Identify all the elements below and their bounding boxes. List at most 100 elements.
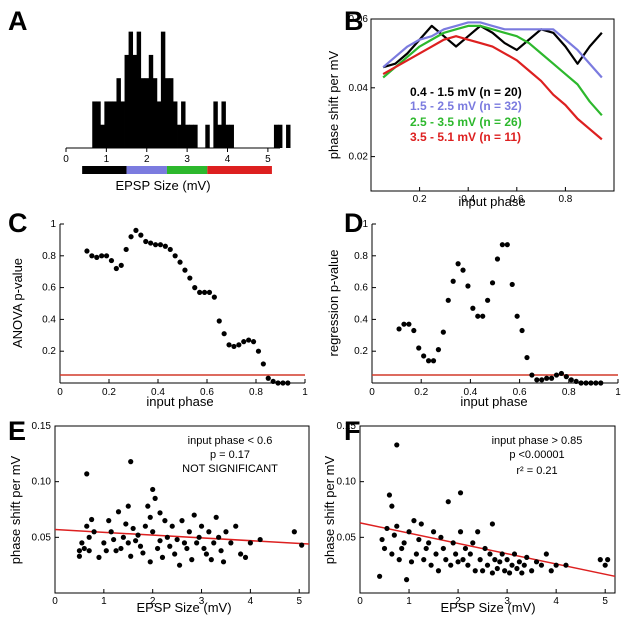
data-point [583,380,589,386]
x-tick-label: 1 [302,387,308,398]
data-point [76,553,83,559]
data-point [86,548,92,554]
data-point [416,536,422,543]
data-point [472,568,478,574]
data-point [241,339,247,345]
data-point [231,343,237,350]
data-point [445,499,451,505]
panel-e-fit-line [54,528,310,545]
data-point [208,557,214,563]
data-point [246,337,252,343]
panel-a: A 0 1 2 3 4 5 EPSP Size (mV) [8,6,291,193]
panel-d-y-label: regression p-value [326,250,341,357]
data-point [529,568,535,574]
panel-f-x-label: EPSP Size (mV) [440,600,535,615]
data-point [280,380,286,386]
panel-f-label: F [344,416,361,446]
data-point [411,518,417,524]
data-point [494,256,501,262]
data-point [489,521,496,527]
x-tick-label: 2 [455,596,461,607]
color-bar-segment [126,166,167,174]
data-point [509,562,515,568]
data-point [167,246,173,253]
data-point [479,568,486,574]
data-point [450,278,456,284]
x-tick-label: 5 [602,596,608,607]
data-point [182,267,188,273]
y-tick-label: 0.10 [32,477,52,488]
data-point [593,380,599,386]
data-point [125,540,131,546]
data-point [379,536,385,543]
data-point [138,232,144,238]
data-point [440,545,446,552]
data-point [226,342,232,348]
data-point [137,543,144,549]
data-point [450,540,456,546]
histogram-bar [120,101,125,148]
data-point [135,532,141,538]
data-point [470,540,476,546]
data-point [103,253,110,259]
histogram-bar [277,124,283,148]
histogram-bar [136,31,142,148]
data-point [189,557,195,563]
histogram-bar [225,124,230,148]
data-point [489,280,496,286]
data-point [433,551,439,557]
x-tick-label: 2 [150,596,156,607]
data-point [602,562,608,568]
histogram-bar [124,54,129,149]
legend-item-black: 0.4 - 1.5 mV (n = 20) [410,85,522,99]
panel-f-annotation-p: p <0.00001 [509,449,564,461]
data-point [150,486,156,493]
data-point [142,523,148,529]
histogram-bar [177,124,182,148]
data-point [115,509,122,515]
data-point [381,545,388,552]
x-tick-label: 0 [57,387,63,398]
data-point [460,557,466,563]
data-point [299,542,305,548]
data-point [538,562,545,568]
panel-e-annotation-phase: input phase < 0.6 [188,435,273,447]
data-point [475,313,481,319]
x-tick-label: 3 [504,596,510,607]
data-point [118,262,124,268]
data-point [443,557,449,563]
data-point [416,345,422,351]
data-point [389,551,395,557]
y-tick-label: 0.4 [42,314,56,325]
data-point [406,529,412,535]
data-point [492,557,498,563]
x-tick-label: 1 [615,387,621,398]
data-point [145,503,151,509]
panel-b-label: B [344,6,364,36]
data-point [435,568,442,574]
data-point [438,534,444,540]
data-point [514,565,520,572]
panel-e: E 0 1 2 3 4 5 0.05 0.10 0.15 input phase < 0.6 p… [8,416,310,615]
y-tick-label: 0.06 [349,14,369,25]
data-point [553,562,559,568]
histogram-bar [168,78,174,148]
panel-e-annotation-significance: NOT SIGNIFICANT [182,463,278,475]
data-point [216,534,222,540]
data-point [548,568,554,574]
series-line-2 [382,21,603,79]
data-point [89,253,95,259]
data-point [558,370,565,377]
data-point [270,378,276,385]
x-tick-label: 0.2 [414,387,428,398]
histogram-bar [181,101,186,148]
legend-item-green: 2.5 - 3.5 mV (n = 26) [410,115,522,129]
data-point [423,545,429,552]
data-point [553,372,560,378]
histogram-bar [229,124,234,148]
data-point [465,283,471,289]
panel-a-bars [92,31,291,149]
panel-d: D 0 0.2 0.4 0.6 0.8 1 0.2 0.4 0.6 0.8 1 input phas… [326,208,621,409]
data-point [428,562,434,568]
